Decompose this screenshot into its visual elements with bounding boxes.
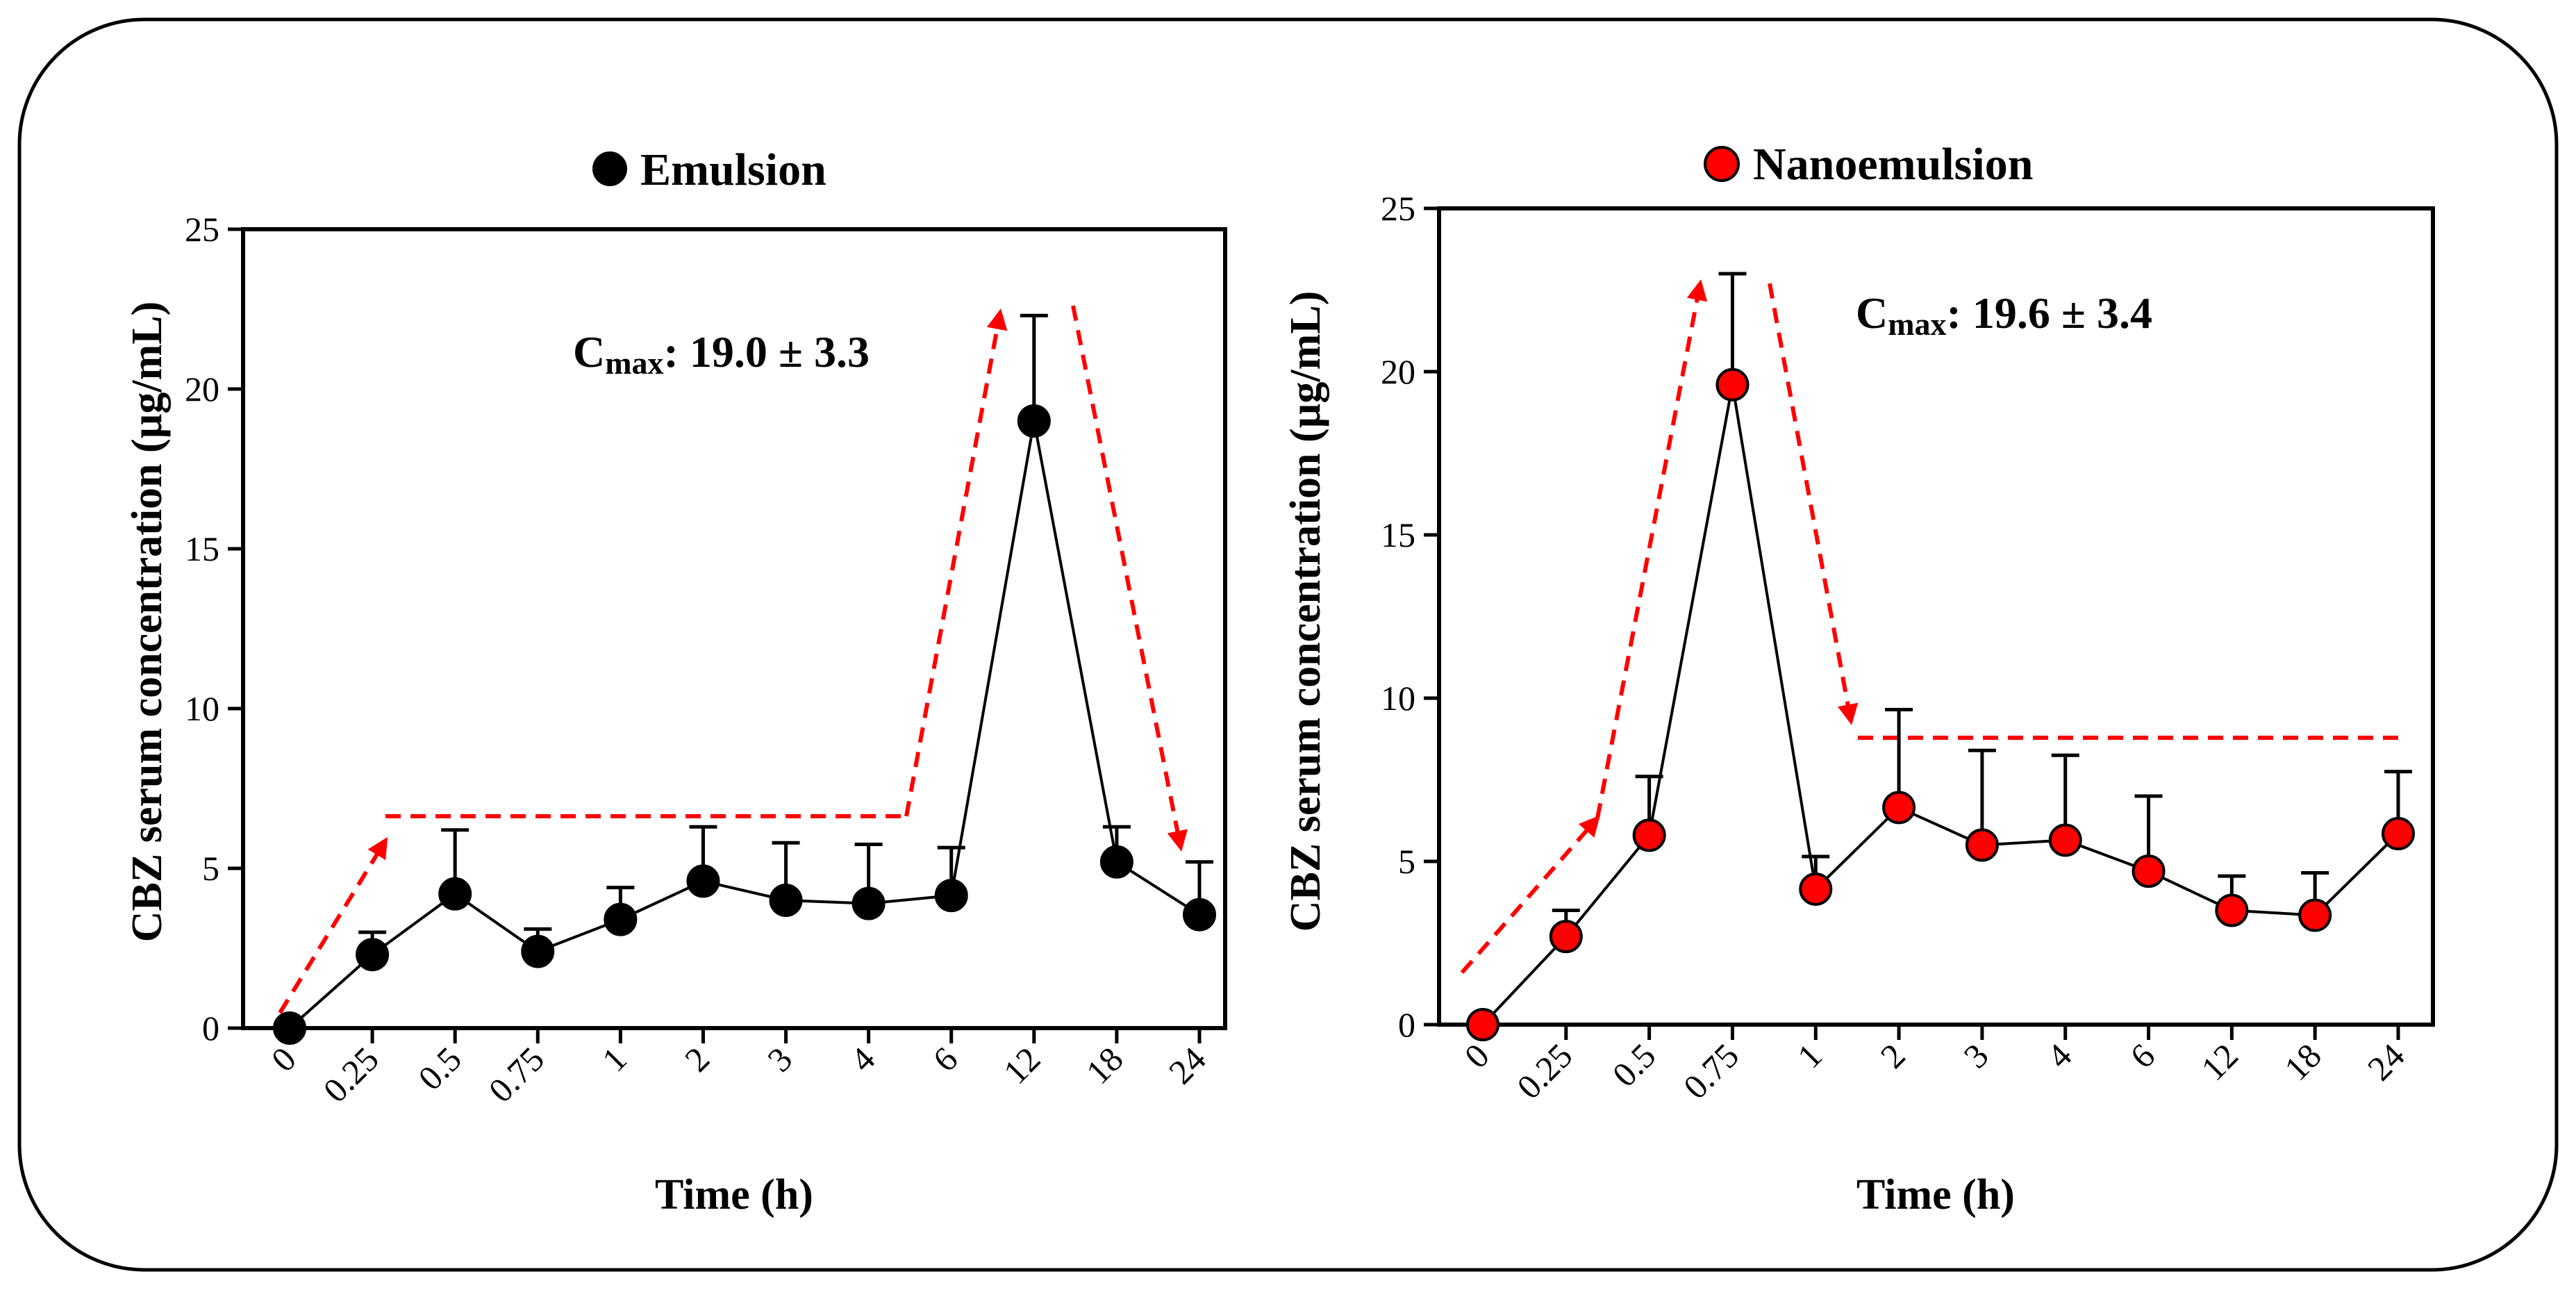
emulsion-data-point bbox=[273, 1011, 306, 1045]
emulsion-x-tick-label: 1 bbox=[595, 1039, 634, 1079]
emulsion-x-tick-label: 6 bbox=[925, 1039, 965, 1079]
emulsion-y-tick-label: 15 bbox=[185, 529, 219, 568]
nanoemulsion-data-point bbox=[1466, 1008, 1499, 1041]
nanoemulsion-data-point bbox=[1715, 367, 1750, 402]
nanoemulsion-x-tick-label: 0 bbox=[1457, 1036, 1497, 1075]
nanoemulsion-y-axis-title: CBZ serum concentration (µg/mL) bbox=[1282, 291, 1329, 932]
emulsion-y-tick-label: 0 bbox=[202, 1009, 219, 1048]
nanoemulsion-trend-arrows bbox=[1460, 279, 2407, 974]
emulsion-data-point bbox=[851, 886, 886, 920]
emulsion-x-tick-label: 12 bbox=[996, 1039, 1048, 1091]
nanoemulsion-plot-area bbox=[1437, 206, 2435, 1027]
emulsion-trend-arrow-peak bbox=[904, 308, 1008, 817]
emulsion-data-point bbox=[1017, 404, 1051, 438]
emulsion-title: Emulsion bbox=[592, 144, 826, 195]
emulsion-x-tick-label: 3 bbox=[760, 1039, 799, 1079]
nanoemulsion-series-line bbox=[1481, 384, 2400, 1026]
nanoemulsion-y-tick-label: 25 bbox=[1381, 189, 1415, 228]
nanoemulsion-data-point bbox=[1965, 828, 1999, 862]
emulsion-x-tick-label: 18 bbox=[1079, 1039, 1131, 1091]
emulsion-y-tick-label: 5 bbox=[202, 849, 219, 888]
nanoemulsion-y-tick-label: 10 bbox=[1381, 679, 1415, 718]
nanoemulsion-title: Nanoemulsion bbox=[1704, 139, 2033, 190]
nanoemulsion-trend-arrow-peak bbox=[1595, 279, 1708, 819]
nanoemulsion-title-text: Nanoemulsion bbox=[1753, 139, 2033, 190]
emulsion-y-axis-title: CBZ serum concentration (µg/mL) bbox=[124, 301, 171, 943]
nanoemulsion-y-tick-label: 0 bbox=[1398, 1005, 1415, 1044]
emulsion-cmax-annotation: Cmax: 19.0 ± 3.3 bbox=[573, 327, 870, 381]
emulsion-x-tick-label: 0.75 bbox=[481, 1039, 551, 1109]
emulsion-y-tick-label: 25 bbox=[185, 210, 219, 249]
emulsion-trend-arrow-rise bbox=[278, 836, 388, 1014]
nanoemulsion-x-tick-label: 0.5 bbox=[1605, 1036, 1663, 1094]
nanoemulsion-data-point bbox=[2048, 823, 2082, 857]
nanoemulsion-y-tick-label: 5 bbox=[1398, 842, 1415, 881]
emulsion-plot-area bbox=[241, 227, 1227, 1030]
emulsion-data-point bbox=[521, 934, 555, 968]
emulsion-x-tick-label: 2 bbox=[677, 1039, 717, 1079]
emulsion-trend-arrows bbox=[278, 305, 1188, 1014]
nanoemulsion-data-point bbox=[2298, 898, 2332, 932]
nanoemulsion-x-tick-label: 3 bbox=[1956, 1036, 1995, 1075]
nanoemulsion-x-tick-label: 18 bbox=[2277, 1036, 2329, 1088]
nanoemulsion-cmax-annotation: Cmax: 19.6 ± 3.4 bbox=[1856, 288, 2152, 342]
nanoemulsion-data-point bbox=[2215, 893, 2249, 927]
nanoemulsion-x-tick-label: 24 bbox=[2360, 1036, 2412, 1088]
nanoemulsion-y-tick-label: 20 bbox=[1381, 352, 1415, 391]
nanoemulsion-x-tick-label: 0.75 bbox=[1676, 1036, 1746, 1106]
nanoemulsion-x-axis-title: Time (h) bbox=[1856, 1171, 2015, 1218]
emulsion-data-point bbox=[686, 864, 720, 898]
emulsion-data-point bbox=[1099, 845, 1133, 879]
emulsion-data-point bbox=[356, 938, 390, 972]
emulsion-data-point bbox=[438, 877, 472, 911]
nanoemulsion-data-point bbox=[1882, 791, 1916, 825]
emulsion-x-tick-label: 0.5 bbox=[410, 1039, 469, 1098]
emulsion-y-tick-label: 20 bbox=[185, 370, 219, 408]
figure-frame bbox=[17, 17, 2559, 1272]
nanoemulsion-y-tick-label: 15 bbox=[1381, 515, 1415, 554]
nanoemulsion-x-tick-label: 12 bbox=[2193, 1036, 2245, 1088]
emulsion-x-tick-label: 24 bbox=[1161, 1039, 1213, 1091]
emulsion-y-tick-label: 10 bbox=[185, 689, 219, 728]
nanoemulsion-x-tick-label: 1 bbox=[1790, 1036, 1829, 1075]
nanoemulsion-data-point bbox=[1549, 920, 1583, 954]
nanoemulsion-x-tick-label: 0.25 bbox=[1509, 1036, 1579, 1106]
nanoemulsion-trend-arrow-fall bbox=[1768, 283, 1859, 725]
nanoemulsion-x-tick-label: 4 bbox=[2039, 1036, 2079, 1075]
nanoemulsion-data-point bbox=[1632, 818, 1666, 852]
nanoemulsion-legend-marker bbox=[1704, 146, 1740, 182]
emulsion-data-point bbox=[1183, 898, 1216, 932]
nanoemulsion-data-point bbox=[2382, 817, 2415, 851]
nanoemulsion-x-tick-label: 2 bbox=[1873, 1036, 1913, 1075]
emulsion-x-tick-label: 0 bbox=[264, 1039, 304, 1079]
emulsion-data-point bbox=[769, 884, 803, 917]
emulsion-data-point bbox=[934, 879, 968, 913]
emulsion-x-tick-label: 0.25 bbox=[315, 1039, 385, 1109]
nanoemulsion-data-point bbox=[1799, 872, 1833, 906]
emulsion-series-line bbox=[288, 420, 1201, 1029]
emulsion-data-point bbox=[604, 902, 638, 936]
emulsion-x-axis-title: Time (h) bbox=[655, 1171, 813, 1218]
emulsion-legend-marker bbox=[592, 151, 627, 186]
emulsion-trend-arrow-fall bbox=[1071, 305, 1188, 852]
nanoemulsion-data-point bbox=[2132, 854, 2166, 888]
nanoemulsion-x-tick-label: 6 bbox=[2122, 1036, 2162, 1075]
emulsion-title-text: Emulsion bbox=[640, 144, 826, 195]
emulsion-x-tick-label: 4 bbox=[842, 1039, 882, 1079]
nanoemulsion-trend-arrow-rise bbox=[1460, 815, 1600, 974]
